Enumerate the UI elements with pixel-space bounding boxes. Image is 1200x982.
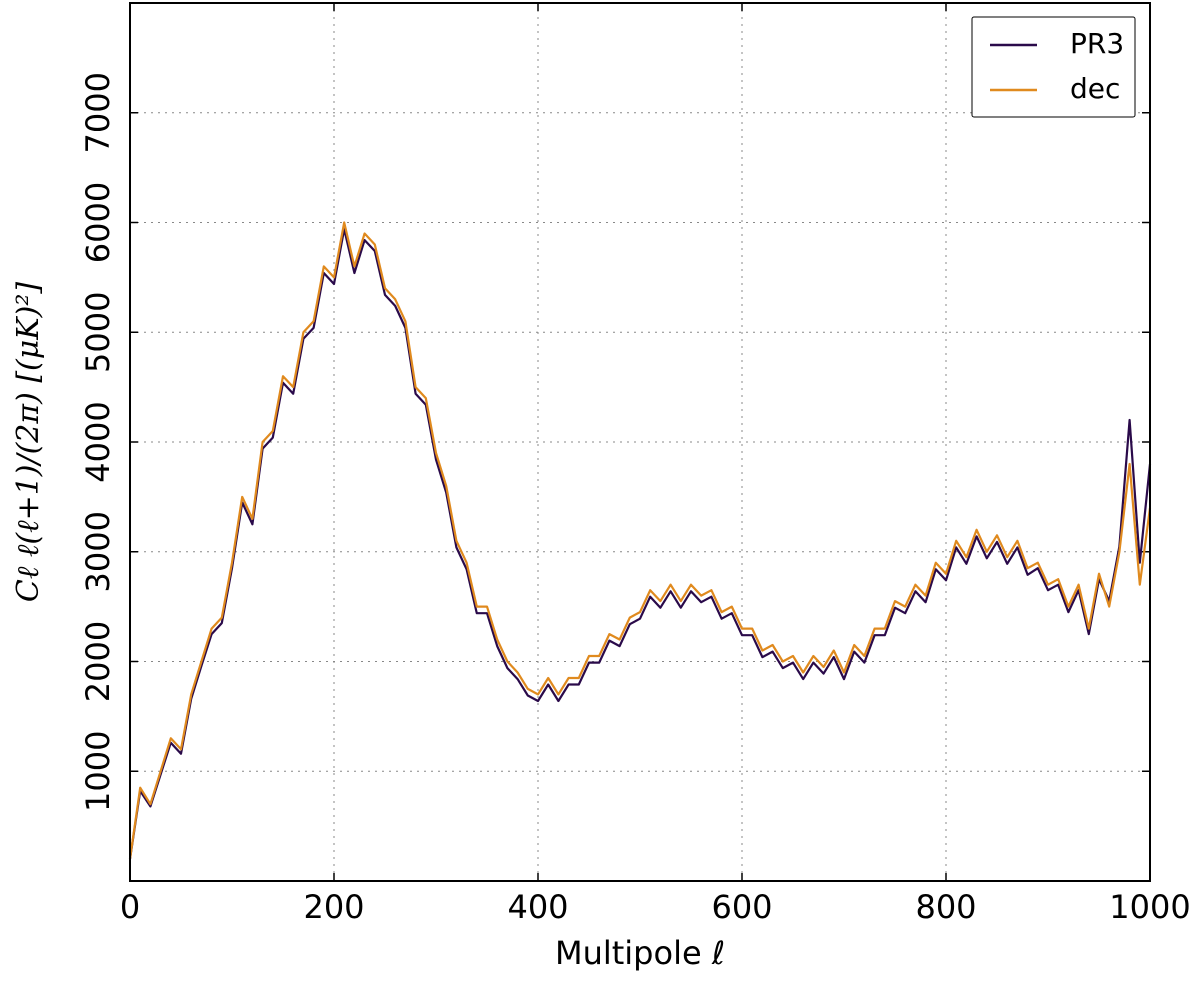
- y-tick-label: 1000: [79, 731, 117, 812]
- legend-label: dec: [1070, 72, 1120, 105]
- x-tick-label: 400: [507, 888, 568, 926]
- y-tick-label: 3000: [79, 511, 117, 592]
- x-tick-label: 200: [303, 888, 364, 926]
- y-tick-label: 2000: [79, 621, 117, 702]
- legend-label: PR3: [1070, 27, 1124, 60]
- x-tick-label: 800: [915, 888, 976, 926]
- x-axis-label: Multipole ℓ: [555, 934, 725, 972]
- legend-box: [971, 16, 1136, 118]
- y-axis-label: Cℓ ℓ(ℓ+1)/(2π) [(μK)²]: [11, 282, 46, 603]
- y-tick-label: 7000: [79, 72, 117, 153]
- x-tick-label: 1000: [1109, 888, 1190, 926]
- x-tick-label: 0: [120, 888, 140, 926]
- x-tick-label: 600: [711, 888, 772, 926]
- data-line: [128, 228, 1152, 860]
- plot-frame: [129, 2, 1151, 882]
- y-tick-label: 4000: [79, 401, 117, 482]
- y-tick-label: 5000: [79, 292, 117, 373]
- y-tick-label: 6000: [79, 182, 117, 263]
- data-line: [128, 221, 1152, 860]
